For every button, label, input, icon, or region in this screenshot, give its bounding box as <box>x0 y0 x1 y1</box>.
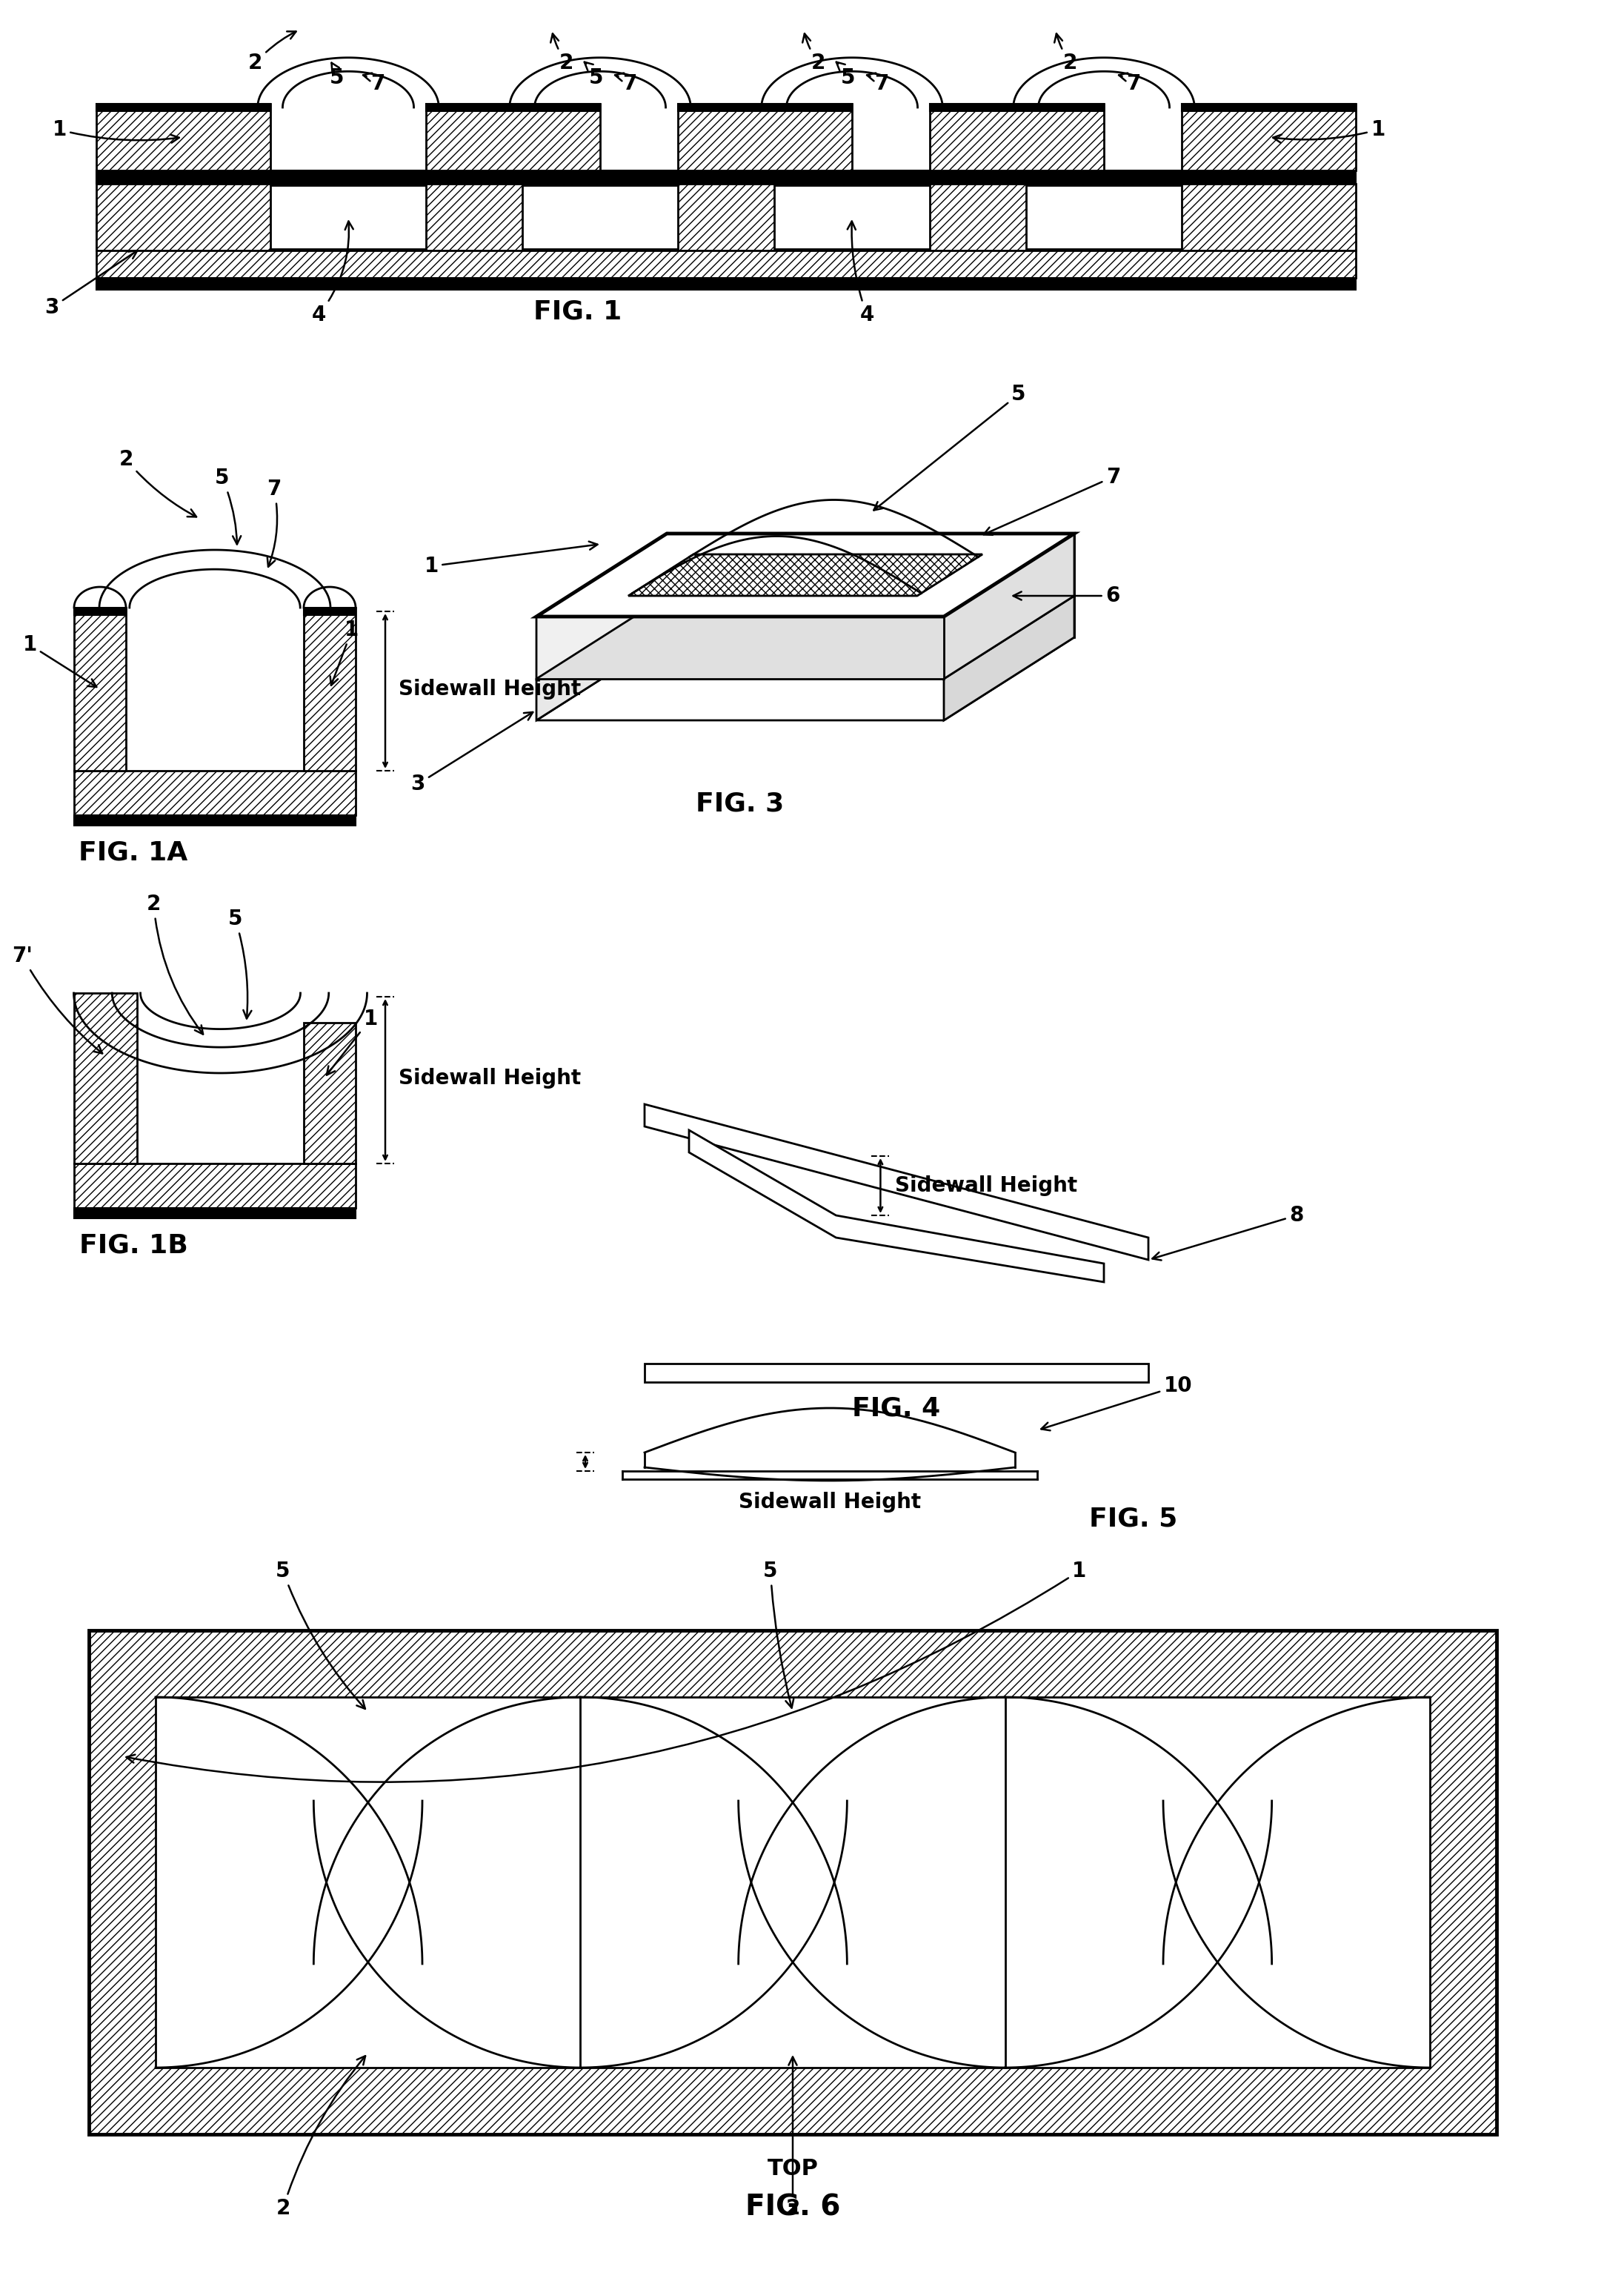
Text: Sidewall Height: Sidewall Height <box>398 678 581 699</box>
Bar <box>75 994 136 1163</box>
Polygon shape <box>645 1364 1148 1382</box>
Text: 2: 2 <box>119 450 197 516</box>
Bar <box>75 815 356 825</box>
Bar <box>1182 103 1356 112</box>
Text: FIG. 6: FIG. 6 <box>745 2193 840 2222</box>
Text: FIG. 1: FIG. 1 <box>534 299 622 324</box>
Text: 7: 7 <box>867 73 888 94</box>
Text: 1: 1 <box>330 619 359 685</box>
Text: 2: 2 <box>248 32 296 73</box>
Text: 5: 5 <box>227 909 252 1019</box>
Polygon shape <box>944 534 1073 678</box>
Bar <box>425 103 601 171</box>
Text: 7': 7' <box>11 946 102 1053</box>
Bar <box>96 219 1356 279</box>
Polygon shape <box>689 1131 1104 1281</box>
Bar <box>156 1697 1429 2067</box>
Text: 5: 5 <box>276 1560 365 1708</box>
Text: TOP: TOP <box>767 2158 818 2179</box>
Text: 2: 2 <box>146 893 203 1035</box>
Text: FIG. 3: FIG. 3 <box>697 790 784 815</box>
Bar <box>679 103 853 112</box>
Text: 5: 5 <box>214 468 240 544</box>
Bar <box>304 1023 356 1163</box>
Text: 2: 2 <box>1054 34 1077 73</box>
Text: FIG. 4: FIG. 4 <box>853 1396 940 1421</box>
Text: 8: 8 <box>1153 1206 1304 1261</box>
Text: Sidewall Height: Sidewall Height <box>739 1491 921 1512</box>
Text: 2: 2 <box>276 2056 365 2218</box>
Bar <box>96 171 1356 183</box>
Bar <box>96 103 270 171</box>
Polygon shape <box>536 617 944 678</box>
Text: FIG. 1A: FIG. 1A <box>80 841 188 866</box>
Polygon shape <box>645 1103 1148 1261</box>
Text: FIG. 1B: FIG. 1B <box>80 1233 188 1258</box>
Text: 5: 5 <box>874 384 1026 509</box>
Polygon shape <box>536 596 1073 678</box>
Text: 10: 10 <box>1041 1375 1192 1430</box>
Bar <box>304 608 356 614</box>
Text: 7: 7 <box>266 480 281 566</box>
Polygon shape <box>944 596 1073 719</box>
Bar <box>304 608 356 770</box>
Text: 1: 1 <box>127 1560 1086 1782</box>
Text: 2: 2 <box>802 34 825 73</box>
Polygon shape <box>536 596 667 719</box>
Bar <box>75 1163 356 1208</box>
Polygon shape <box>536 534 1073 617</box>
Bar <box>679 103 853 171</box>
Bar <box>75 608 127 770</box>
Text: 3: 3 <box>411 713 533 795</box>
Text: 6: 6 <box>1013 585 1121 605</box>
Text: Sidewall Height: Sidewall Height <box>398 1069 581 1089</box>
Text: 7: 7 <box>364 73 385 94</box>
Text: 2: 2 <box>786 2058 801 2218</box>
Text: 1: 1 <box>23 635 96 687</box>
Bar <box>96 103 270 112</box>
Polygon shape <box>667 534 1073 596</box>
Text: Sidewall Height: Sidewall Height <box>895 1176 1078 1197</box>
Bar <box>931 103 1104 112</box>
Text: FIG. 5: FIG. 5 <box>1090 1507 1177 1533</box>
Bar <box>96 183 1356 251</box>
Text: 5: 5 <box>585 62 604 89</box>
Text: 7: 7 <box>615 73 637 94</box>
Text: 2: 2 <box>551 34 573 73</box>
Bar <box>89 1631 1497 2133</box>
Text: 5: 5 <box>763 1560 794 1708</box>
Text: 1: 1 <box>1273 119 1385 142</box>
Bar <box>775 185 931 249</box>
Text: 1: 1 <box>424 541 598 576</box>
Bar <box>96 279 1356 290</box>
Text: 7: 7 <box>1119 73 1140 94</box>
Bar <box>75 770 356 815</box>
Text: 3: 3 <box>45 251 138 317</box>
Text: 4: 4 <box>312 222 354 324</box>
Text: 1: 1 <box>326 1010 377 1076</box>
Bar <box>521 185 679 249</box>
Text: 5: 5 <box>330 62 344 89</box>
Text: 1: 1 <box>52 119 179 144</box>
Polygon shape <box>536 534 667 678</box>
Polygon shape <box>667 596 1073 637</box>
Bar <box>75 608 127 614</box>
Bar <box>75 1208 356 1217</box>
Bar <box>931 103 1104 171</box>
Bar <box>1182 103 1356 171</box>
Text: 4: 4 <box>848 222 874 324</box>
Bar <box>270 185 425 249</box>
Bar <box>1026 185 1182 249</box>
Bar <box>425 103 601 112</box>
Polygon shape <box>628 555 983 596</box>
Polygon shape <box>536 637 1073 719</box>
Text: 5: 5 <box>836 62 856 89</box>
Text: 7: 7 <box>984 466 1121 534</box>
